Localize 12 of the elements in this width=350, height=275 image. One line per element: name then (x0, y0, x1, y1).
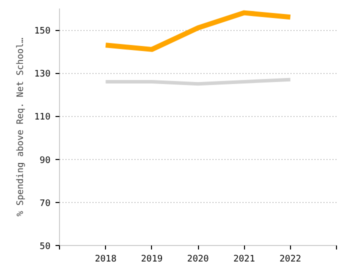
y-tick-label: 130 (34, 70, 51, 80)
y-tick-label: 70 (40, 198, 51, 209)
y-tick-label: 110 (34, 112, 51, 123)
x-tick-label: 2022 (279, 254, 302, 264)
y-tick-label: 50 (40, 242, 51, 252)
x-tick-label: 2018 (94, 254, 117, 264)
x-tick-label: 2019 (140, 254, 163, 264)
y-tick-label: 90 (40, 156, 51, 166)
y-tick-label: 150 (34, 26, 51, 37)
x-tick-label: 2020 (187, 254, 209, 264)
x-tick-label: 2021 (233, 254, 256, 264)
y-axis-title: % Spending above Req. Net School… (16, 37, 26, 216)
